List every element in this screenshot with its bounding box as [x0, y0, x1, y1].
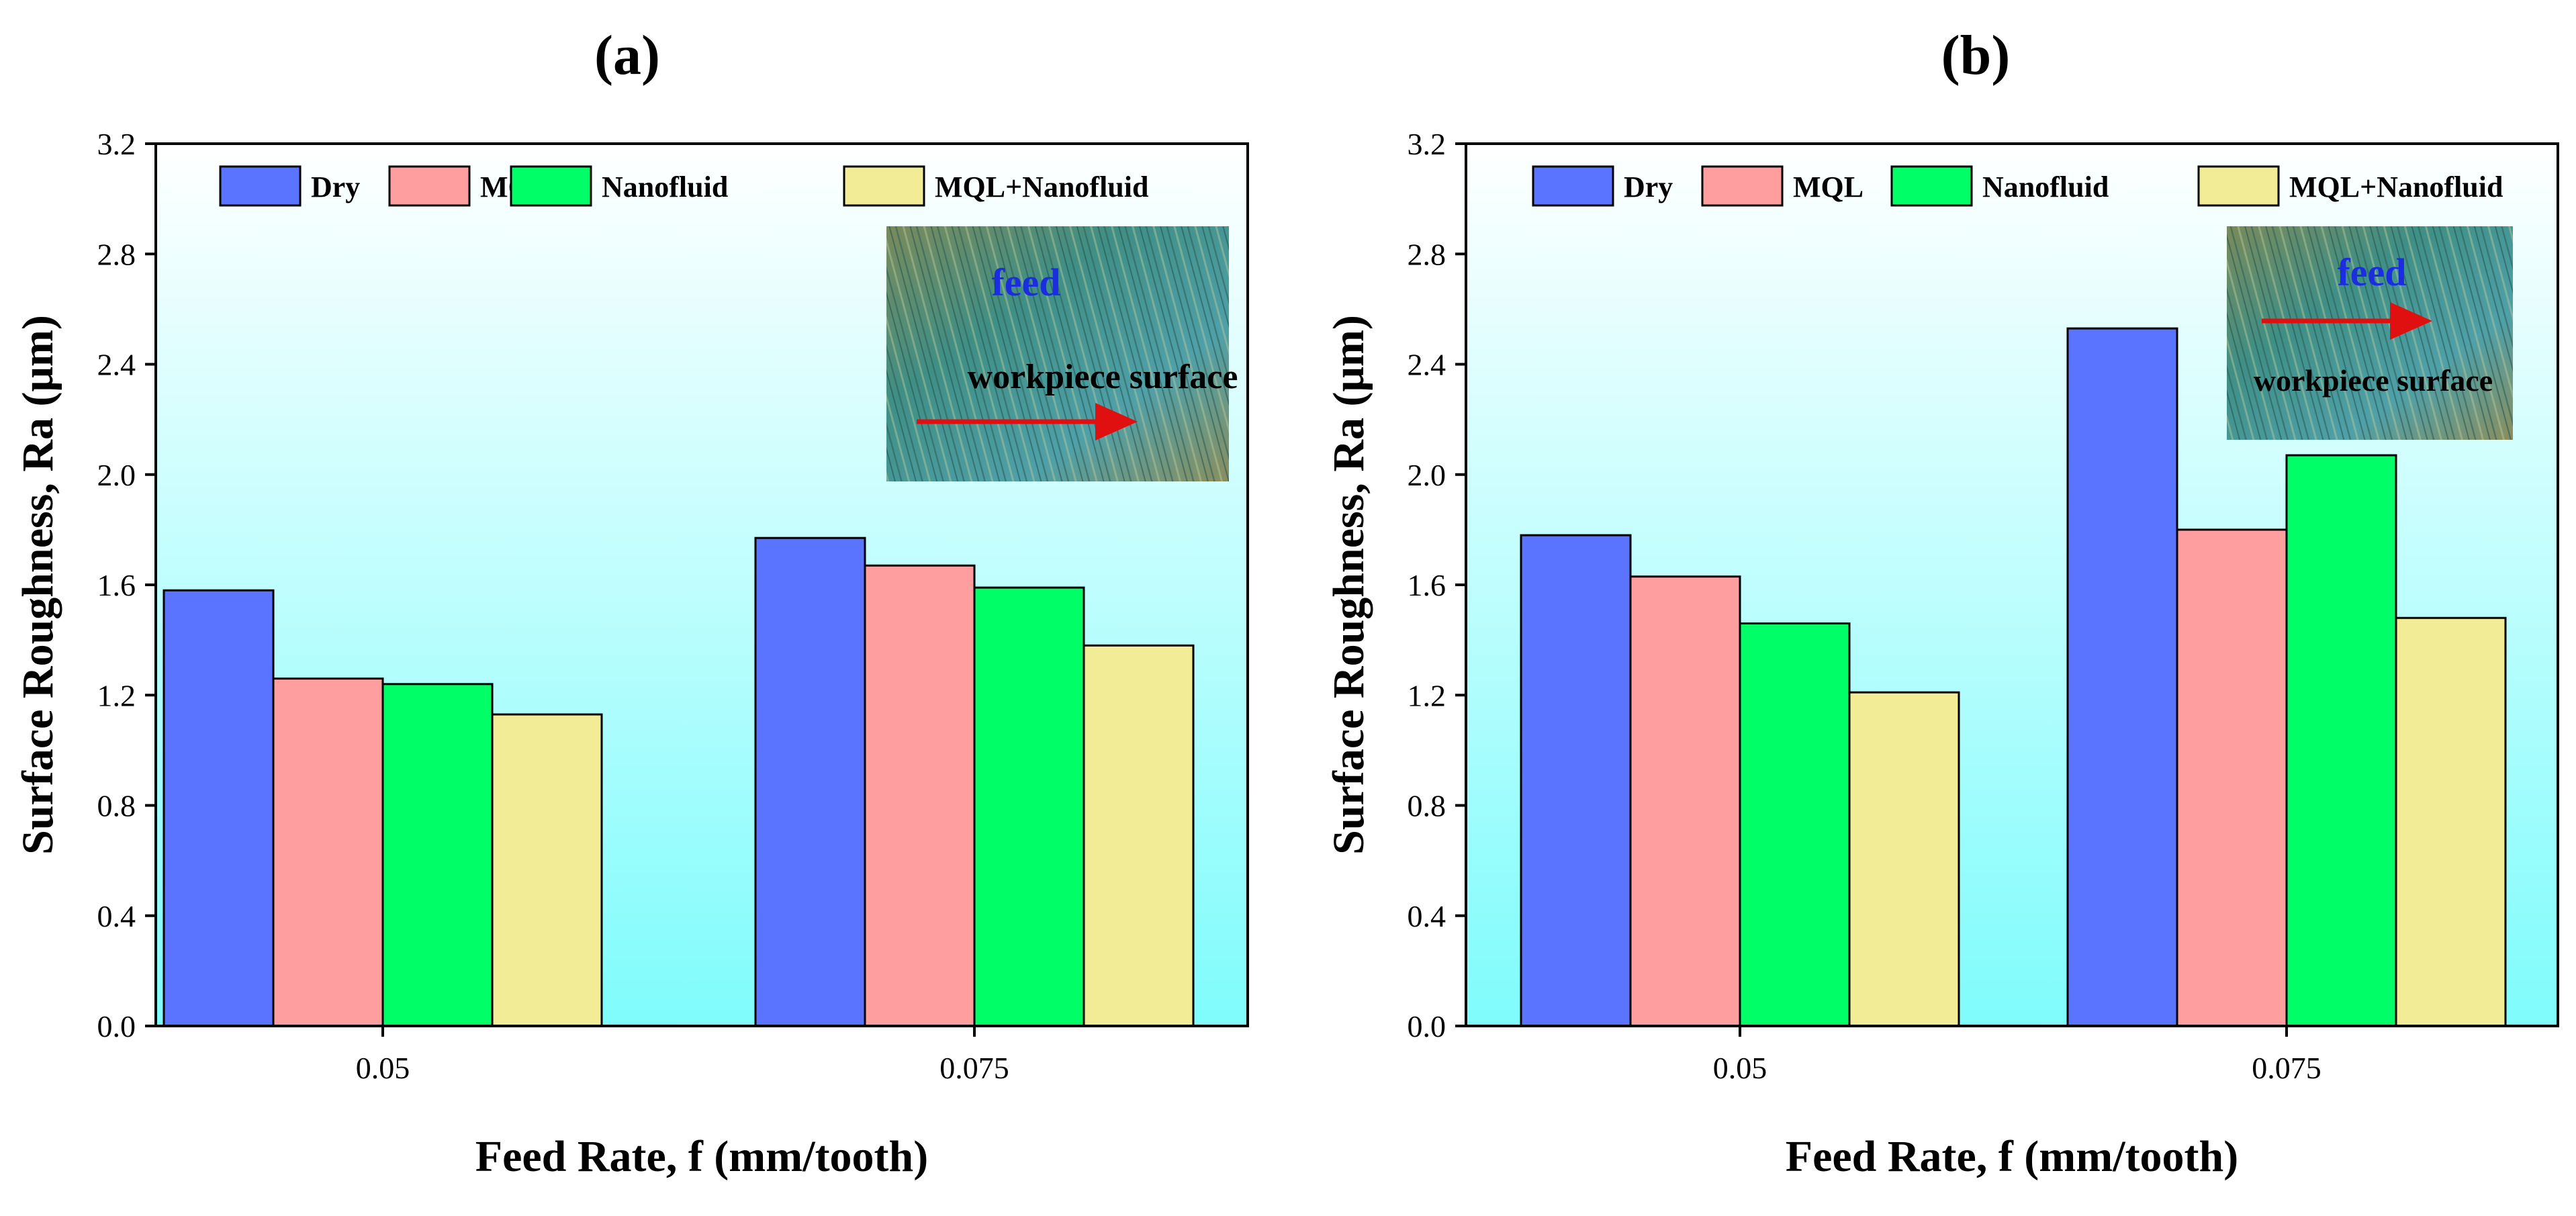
y-tick-label: 2.0: [1408, 458, 1446, 492]
y-tick-label: 1.6: [1408, 568, 1446, 602]
y-tick-label: 0.0: [1408, 1009, 1446, 1043]
y-tick-label: 1.2: [97, 678, 136, 712]
y-tick-label: 0.4: [1408, 899, 1446, 933]
y-axis-title: Surface Roughness, Ra (μm): [1324, 315, 1373, 855]
x-axis: 0.05 0.075: [1713, 1026, 2321, 1085]
legend: Dry MQL Nanofluid MQL+Nanofluid: [1532, 165, 2503, 207]
legend-swatch-dry: [1532, 165, 1614, 207]
bar-dry-0_05: [1520, 534, 1632, 1027]
inset-surface-label: workpiece surface: [2254, 363, 2493, 397]
legend-label-dry: Dry: [311, 171, 360, 203]
bar-mql-nanofluid-0_05: [1848, 691, 1960, 1027]
bar-mql-0_075: [864, 564, 976, 1027]
inset-texture: [886, 226, 1229, 481]
legend-swatch-dry: [219, 165, 302, 207]
bar-nanofluid-0_05: [1739, 622, 1851, 1027]
chart-panel-b: (b) feed workpiece surface Dry MQL Nanoflu…: [1324, 24, 2559, 1181]
legend-swatch-mql-nanofluid: [843, 165, 925, 207]
bar-mql-0_075: [2176, 528, 2288, 1027]
inset-surface-label: workpiece surface: [968, 358, 1238, 396]
bar-nanofluid-0_075: [2285, 454, 2397, 1027]
x-tick-label: 0.075: [939, 1051, 1009, 1085]
y-tick-label: 1.2: [1408, 678, 1446, 712]
bar-mql-nanofluid-0_075: [2395, 616, 2507, 1027]
legend-swatch-mql-nanofluid: [2197, 165, 2280, 207]
y-tick-label: 2.0: [97, 458, 136, 492]
bar-nanofluid-0_05: [381, 683, 494, 1027]
legend-label-nanofluid: Nanofluid: [602, 171, 728, 203]
legend-label-mql: MQL: [1793, 171, 1864, 203]
panel-title: (a): [594, 24, 660, 87]
y-tick-label: 2.8: [1408, 237, 1446, 271]
y-tick-label: 2.8: [97, 237, 136, 271]
inset-feed-label: feed: [991, 261, 1060, 304]
y-axis: 0.0 0.4 0.8 1.2 1.6 2.0 2.4 2.8 3.2: [97, 127, 156, 1043]
y-tick-label: 2.4: [97, 348, 136, 382]
x-tick-label: 0.05: [356, 1051, 410, 1085]
bar-nanofluid-0_075: [973, 586, 1085, 1027]
y-tick-label: 2.4: [1408, 348, 1446, 382]
legend-swatch-mql: [388, 165, 471, 207]
legend-label-nanofluid: Nanofluid: [1982, 171, 2109, 203]
inset-feed-label: feed: [2337, 250, 2406, 294]
y-tick-label: 0.0: [97, 1009, 136, 1043]
bar-mql-0_05: [1629, 575, 1741, 1027]
y-tick-label: 3.2: [97, 127, 136, 161]
legend-swatch-nanofluid: [510, 165, 592, 207]
bar-mql-nanofluid-0_075: [1083, 644, 1195, 1027]
bar-group: [163, 536, 1195, 1027]
x-tick-label: 0.075: [2252, 1051, 2321, 1085]
bar-mql-0_05: [272, 677, 384, 1027]
chart-panel-a: (a) feed workpiece surface DryMQLNanoflu…: [13, 24, 1249, 1181]
x-axis: 0.05 0.075: [356, 1026, 1009, 1085]
bar-group: [1520, 327, 2507, 1027]
legend-label-dry: Dry: [1624, 171, 1673, 203]
y-tick-label: 3.2: [1408, 127, 1446, 161]
x-axis-title: Feed Rate, f (mm/tooth): [1786, 1132, 2238, 1181]
bar-dry-0_075: [2066, 327, 2178, 1027]
y-tick-label: 0.8: [97, 789, 136, 823]
y-tick-label: 1.6: [97, 568, 136, 602]
y-tick-label: 0.8: [1408, 789, 1446, 823]
y-axis: 0.0 0.4 0.8 1.2 1.6 2.0 2.4 2.8 3.2: [1408, 127, 1466, 1043]
inset-image: feed workpiece surface: [886, 226, 1238, 481]
bar-mql-nanofluid-0_05: [491, 713, 603, 1027]
x-tick-label: 0.05: [1713, 1051, 1767, 1085]
bar-dry-0_075: [754, 536, 866, 1027]
legend-label-mql-nanofluid: MQL+Nanofluid: [2289, 171, 2503, 203]
inset-texture: [2227, 226, 2513, 440]
legend-swatch-nanofluid: [1890, 165, 1973, 207]
bar-dry-0_05: [163, 589, 275, 1027]
x-axis-title: Feed Rate, f (mm/tooth): [475, 1132, 928, 1181]
panel-title: (b): [1941, 24, 2011, 87]
legend-swatch-mql: [1701, 165, 1784, 207]
legend-label-mql-nanofluid: MQL+Nanofluid: [935, 171, 1148, 203]
inset-image: feed workpiece surface: [2227, 226, 2513, 440]
y-axis-title: Surface Roughness, Ra (μm): [13, 315, 62, 855]
y-tick-label: 0.4: [97, 899, 136, 933]
